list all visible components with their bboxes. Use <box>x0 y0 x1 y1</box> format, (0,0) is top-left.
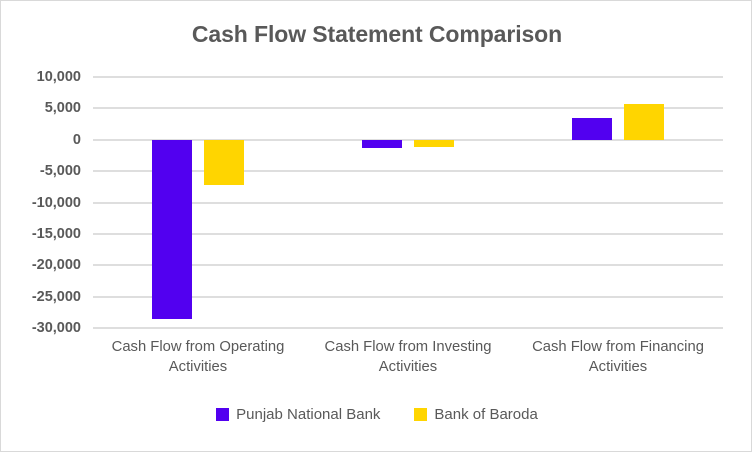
y-axis: 10,000 5,000 0 -5,000 -10,000 -15,000 -20,000 -… <box>1 69 93 336</box>
y-axis-tick-label: 10,000 <box>36 69 81 85</box>
y-axis-tick-label: -25,000 <box>31 288 81 305</box>
gridline <box>93 138 723 141</box>
gridline <box>93 201 723 204</box>
x-axis-tick-label: Cash Flow from Financing Activities <box>532 339 704 376</box>
gridline <box>93 232 723 235</box>
plot-area <box>93 76 723 329</box>
bar[interactable] <box>204 139 244 185</box>
chart-legend: Punjab National Bank Bank of Baroda <box>1 406 751 423</box>
y-axis-tick-label: 5,000 <box>44 100 81 117</box>
legend-label: Punjab National Bank <box>236 406 381 423</box>
gridline <box>93 264 723 267</box>
y-axis-tick-label: -30,000 <box>31 320 81 336</box>
bar[interactable] <box>624 103 664 140</box>
x-axis-tick-label: Cash Flow from Investing Activities <box>324 339 492 376</box>
legend-label: Bank of Baroda <box>434 406 538 423</box>
y-axis-tick-label: -10,000 <box>31 194 81 211</box>
y-axis-tick-label: -5,000 <box>39 163 81 180</box>
y-axis-tick-label: -15,000 <box>31 225 81 242</box>
legend-color-swatch-icon <box>414 408 428 421</box>
x-axis-category-labels: Cash Flow from Operating Activities Cash … <box>93 337 723 389</box>
legend-color-swatch-icon <box>216 408 230 421</box>
bar[interactable] <box>362 139 402 148</box>
gridline <box>93 170 723 173</box>
bar[interactable] <box>572 117 612 140</box>
gridline <box>93 76 723 78</box>
bar[interactable] <box>414 139 454 147</box>
chart-title: Cash Flow Statement Comparison <box>191 21 563 47</box>
gridline <box>93 327 723 329</box>
x-axis-tick-label: Cash Flow from Operating Activities <box>111 339 285 376</box>
y-axis-tick-label: -20,000 <box>31 257 81 274</box>
gridline <box>93 107 723 110</box>
bar[interactable] <box>152 139 192 320</box>
gridline <box>93 295 723 298</box>
legend-item[interactable]: Punjab National Bank <box>216 406 380 423</box>
legend-item[interactable]: Bank of Baroda <box>414 406 538 423</box>
y-axis-tick-label: 0 <box>72 131 81 148</box>
